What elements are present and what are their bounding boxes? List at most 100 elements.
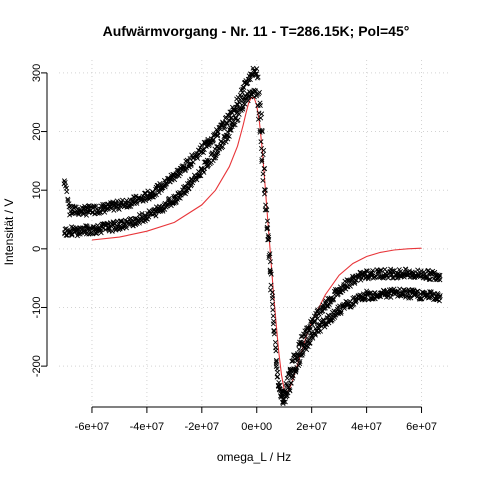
data-point: [254, 75, 260, 81]
y-tick-label: 300: [31, 64, 43, 82]
data-point: [134, 200, 140, 206]
data-point: [322, 324, 328, 330]
data-point: [232, 122, 238, 128]
data-point: [267, 287, 274, 293]
x-tick-label: -4e+07: [130, 421, 165, 433]
data-point: [240, 106, 246, 112]
data-point: [201, 147, 207, 153]
data-point: [110, 199, 116, 205]
x-tick-label: 2e+07: [296, 421, 327, 433]
data-point: [172, 177, 178, 183]
data-point: [280, 400, 286, 407]
data-point: [112, 200, 118, 206]
data-point: [350, 302, 356, 308]
x-tick-label: 0e+00: [241, 421, 272, 433]
data-point: [278, 388, 284, 394]
data-point: [315, 315, 321, 322]
data-point: [268, 282, 274, 288]
data-point: [226, 133, 232, 139]
data-point: [300, 350, 306, 356]
data-point: [197, 173, 203, 179]
data-point: [378, 267, 384, 273]
data-point: [253, 93, 259, 99]
data-point: [262, 191, 268, 197]
data-point: [282, 399, 288, 405]
data-point: [436, 272, 442, 278]
fit-line: [91, 96, 422, 394]
data-point: [307, 340, 313, 346]
data-point: [247, 77, 253, 83]
data-point: [149, 194, 155, 200]
data-point: [190, 180, 196, 186]
data-point: [161, 177, 168, 183]
fit-curve: [91, 96, 422, 394]
data-point: [64, 232, 70, 238]
data-point: [437, 294, 443, 300]
data-point: [287, 388, 293, 394]
data-point: [223, 139, 229, 145]
data-point: [262, 207, 268, 213]
y-tick-label: -200: [31, 355, 43, 377]
data-point: [65, 196, 71, 202]
data-point: [300, 348, 306, 354]
data-point: [93, 203, 99, 209]
data-point: [284, 393, 290, 399]
data-point: [111, 207, 117, 213]
data-point: [281, 399, 287, 405]
data-point: [377, 267, 383, 274]
data-point: [196, 152, 202, 158]
data-point: [217, 126, 223, 132]
data-point: [153, 213, 159, 219]
chart-title: Aufwärmvorgang - Nr. 11 - T=286.15K; Pol…: [103, 23, 410, 39]
data-point: [347, 283, 353, 289]
data-point: [318, 328, 324, 334]
data-point: [252, 88, 258, 94]
data-point: [376, 293, 382, 299]
data-point: [368, 290, 374, 296]
data-point: [267, 259, 273, 265]
x-tick-label: -2e+07: [185, 421, 220, 433]
y-axis: -200 -100 0 100 200 300: [31, 64, 48, 377]
data-point: [372, 290, 378, 296]
data-point: [305, 344, 311, 350]
data-point: [234, 101, 240, 107]
data-point: [257, 127, 263, 133]
data-point: [403, 266, 409, 272]
data-point: [66, 201, 72, 207]
data-point: [320, 317, 326, 323]
data-point: [274, 374, 280, 380]
data-point: [338, 310, 344, 316]
data-point: [215, 132, 221, 138]
data-point: [264, 226, 270, 232]
data-point: [357, 292, 363, 298]
data-point: [264, 218, 271, 224]
data-point: [265, 233, 271, 239]
data-point: [397, 286, 403, 292]
data-point: [304, 347, 310, 353]
data-point: [181, 163, 187, 169]
data-point: [236, 111, 242, 117]
data-point: [307, 326, 314, 332]
data-point: [111, 221, 117, 227]
data-point: [407, 293, 413, 299]
data-point: [437, 272, 443, 279]
data-point: [226, 118, 232, 124]
data-point: [231, 107, 237, 113]
y-tick-label: 0: [31, 246, 43, 252]
data-point: [129, 197, 135, 203]
data-point: [162, 206, 168, 212]
data-point: [254, 66, 260, 72]
data-point: [369, 273, 375, 279]
data-point: [330, 297, 336, 303]
data-point: [426, 276, 432, 282]
data-point: [170, 201, 176, 207]
data-point: [267, 269, 273, 275]
data-point: [274, 366, 280, 372]
data-point: [283, 380, 289, 386]
x-tick-label: 4e+07: [351, 421, 382, 433]
data-point: [89, 209, 95, 215]
y-tick-label: 200: [31, 122, 43, 140]
data-point: [267, 267, 273, 273]
data-point: [270, 307, 276, 313]
